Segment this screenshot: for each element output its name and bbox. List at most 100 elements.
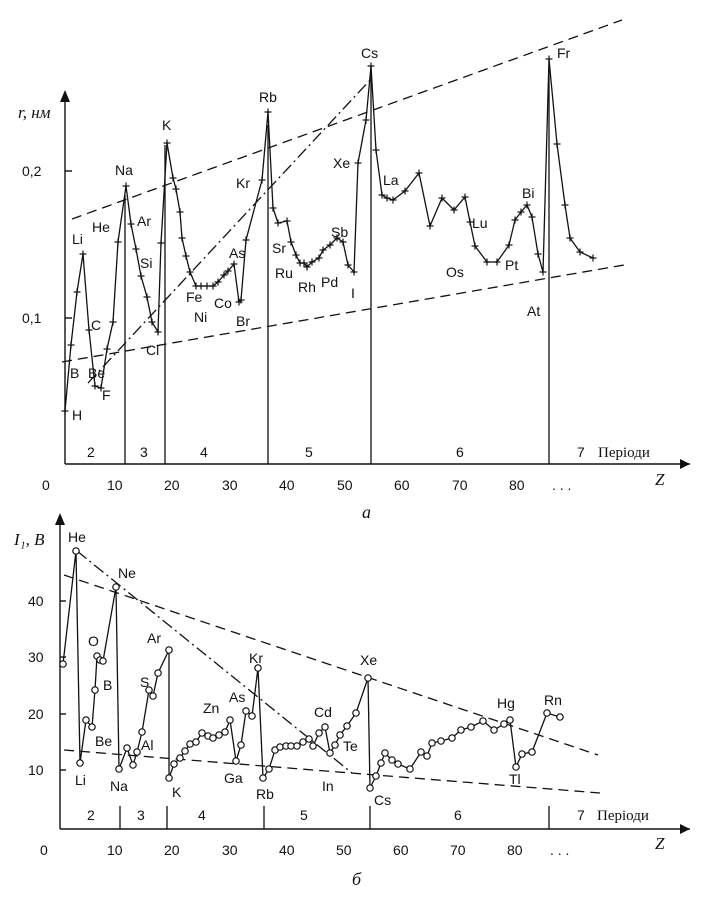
ionization-marker [448, 734, 456, 742]
radius-marker [169, 174, 177, 182]
caption-b: б [352, 869, 362, 889]
period-b-2: 2 [87, 807, 95, 823]
ionization-marker [115, 765, 123, 773]
elem-b-Tl: Tl [509, 771, 521, 787]
ionization-marker [254, 664, 262, 672]
radius-marker [178, 234, 186, 242]
x-tick-b-70: 70 [450, 842, 466, 858]
radius-marker [561, 201, 569, 209]
elem-a-Rh: Rh [298, 279, 316, 295]
radius-marker [172, 185, 180, 193]
radius-marker [303, 263, 311, 271]
radius-marker [553, 140, 561, 148]
ionization-marker [129, 761, 137, 769]
x-tick-b-50: 50 [336, 842, 352, 858]
x-axis-label-a: Z [655, 470, 665, 489]
radius-marker [91, 382, 99, 390]
elem-a-Pd: Pd [321, 274, 338, 290]
radius-marker [362, 116, 370, 124]
x-axis-arrow-b [680, 824, 690, 834]
radius-marker [148, 318, 156, 326]
radius-marker [157, 239, 165, 247]
ionization-marker [428, 739, 436, 747]
radius-marker [426, 222, 434, 230]
radius-marker [545, 55, 553, 63]
elem-b-In: In [322, 778, 334, 794]
ionization-marker [437, 737, 445, 745]
radius-marker [182, 252, 190, 260]
ionization-marker [543, 709, 551, 717]
ionization-marker [149, 692, 157, 700]
radius-marker [308, 258, 316, 266]
ionization-marker [377, 759, 385, 767]
radius-marker [461, 193, 469, 201]
elem-a-Ru: Ru [275, 265, 293, 281]
ionization-marker [221, 728, 229, 736]
radius-marker [589, 254, 597, 262]
period-b-7: 7 [577, 807, 585, 823]
radius-marker [97, 384, 105, 392]
elem-a-Fe: Fe [186, 289, 203, 305]
radius-marker [242, 236, 250, 244]
elem-a-H: H [72, 407, 82, 423]
y-tick-label-b-40: 40 [28, 593, 44, 609]
period-a-5: 5 [305, 444, 313, 460]
elem-b-O: O [88, 633, 99, 649]
elem-a-B: B [70, 365, 79, 381]
period-a-3: 3 [140, 444, 148, 460]
period-b-3: 3 [137, 807, 145, 823]
elem-a-La: La [383, 172, 399, 188]
y-axis-label-b: I₁, В [13, 530, 45, 549]
y-axis-arrow-b [55, 513, 65, 525]
x-tick-b-40: 40 [279, 842, 295, 858]
radius-marker [283, 217, 291, 225]
ionization-marker [352, 709, 360, 717]
x-axis-arrow-a [680, 459, 690, 469]
radius-marker [264, 108, 272, 116]
x-tick-b-20: 20 [164, 842, 180, 858]
radius-marker [220, 271, 228, 279]
ionization-marker [248, 712, 256, 720]
ionization-markers [59, 547, 564, 792]
x-axis-label-b: Z [655, 834, 665, 853]
ionization-marker [232, 757, 240, 765]
radius-marker [287, 238, 295, 246]
radius-marker [61, 407, 69, 415]
y-axis-label-a: r, нм [18, 103, 51, 122]
y-tick-label-a-02: 0,2 [22, 163, 42, 179]
elem-a-Si: Si [140, 255, 152, 271]
elem-b-As: As [229, 689, 245, 705]
radius-marker [517, 208, 525, 216]
ionization-marker [88, 723, 96, 731]
elem-a-Rb: Rb [259, 89, 277, 105]
period-a-4: 4 [200, 444, 208, 460]
radius-marker [114, 238, 122, 246]
radius-marker [333, 234, 341, 242]
x-tick-a-80: 80 [509, 477, 525, 493]
radius-marker [79, 250, 87, 258]
ionization-marker [364, 674, 372, 682]
radius-marker [143, 293, 151, 301]
x-tick-b-10: 10 [107, 842, 123, 858]
radius-marker [319, 246, 327, 254]
ionization-marker [528, 748, 536, 756]
radius-marker [505, 241, 513, 249]
panel-a: r, нм Z 0,2 0,1 0 10 20 30 40 50 60 70 8… [18, 19, 690, 522]
radius-marker [237, 296, 245, 304]
elem-a-Be: Be [88, 365, 105, 381]
elem-b-Xe: Xe [360, 652, 377, 668]
ionization-marker [512, 763, 520, 771]
radius-marker [483, 258, 491, 266]
radius-marker [197, 282, 205, 290]
x-tick-a-dots: . . . [552, 477, 571, 493]
x-tick-a-30: 30 [222, 477, 238, 493]
radius-marker [67, 341, 75, 349]
ionization-marker [259, 774, 267, 782]
ionization-marker [556, 713, 564, 721]
elem-b-He: He [68, 529, 86, 545]
dash-dot-line-b [76, 550, 353, 774]
elem-b-Ar: Ar [147, 630, 161, 646]
radius-marker [103, 345, 111, 353]
elem-b-Be: Be [95, 733, 112, 749]
